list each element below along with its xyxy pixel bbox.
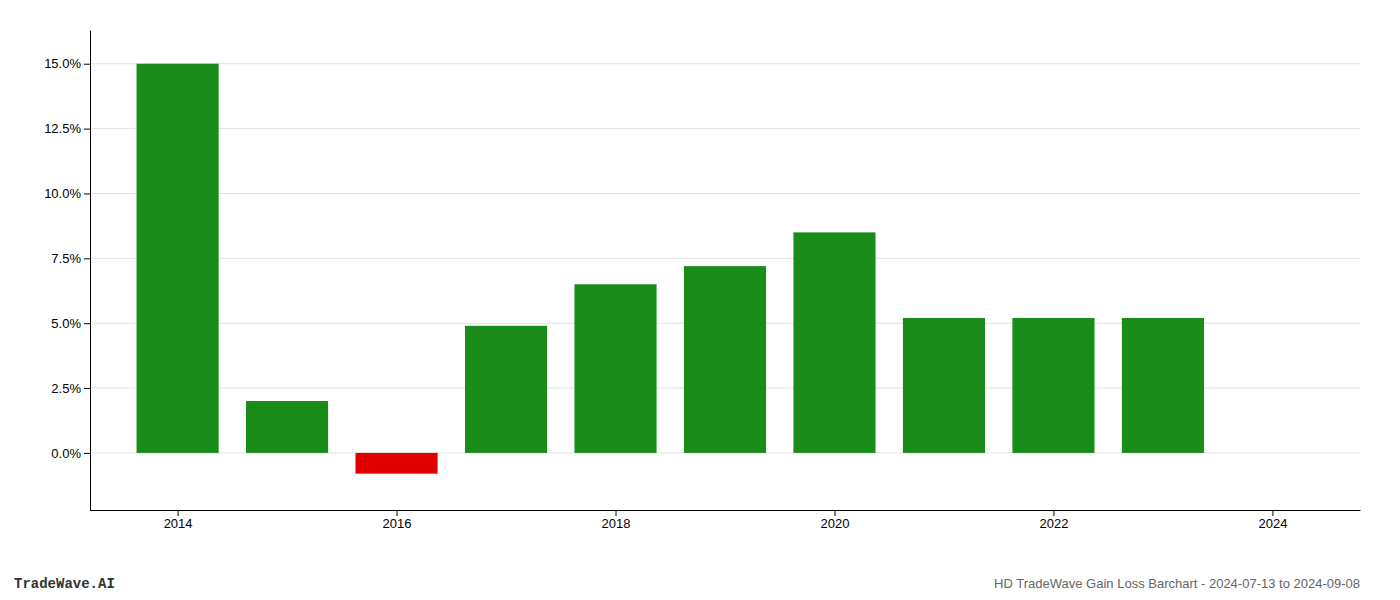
grid-line (90, 193, 1360, 194)
grid-line (90, 63, 1360, 64)
y-tick-mark (84, 129, 90, 130)
x-tick-label: 2020 (821, 516, 850, 531)
x-tick-mark (834, 510, 835, 516)
chart: 2014 2016 2018 2020 2022 2024 0.0% 2.5% 5.0% 7.5%… (0, 0, 1400, 600)
y-axis: 0.0% 2.5% 5.0% 7.5% 10.0% 12.5% 15.0% (44, 31, 90, 511)
x-tick-label: 2024 (1258, 516, 1287, 531)
grid-line (90, 128, 1360, 129)
y-tick-label: 7.5% (51, 251, 81, 266)
y-tick: 10.0% (44, 186, 90, 201)
y-tick: 12.5% (44, 121, 90, 136)
x-tick: 2014 (164, 510, 193, 531)
x-axis-line (91, 510, 1361, 511)
title: HD TradeWave Gain Loss Barchart - 2024-0… (994, 576, 1360, 591)
x-tick: 2020 (821, 510, 850, 531)
y-tick-label: 0.0% (51, 446, 81, 461)
y-tick-label: 10.0% (44, 186, 81, 201)
y-tick-mark (84, 453, 90, 454)
x-axis: 2014 2016 2018 2020 2022 2024 (91, 510, 1361, 531)
x-tick-label: 2022 (1039, 516, 1068, 531)
x-tick-mark (1272, 510, 1273, 516)
bar (137, 64, 219, 453)
y-tick: 15.0% (44, 56, 90, 71)
x-tick-mark (397, 510, 398, 516)
x-tick-label: 2016 (383, 516, 412, 531)
bar (793, 232, 875, 453)
x-tick-mark (178, 510, 179, 516)
y-tick-mark (84, 193, 90, 194)
x-tick-label: 2018 (602, 516, 631, 531)
bar (684, 266, 766, 453)
y-tick-label: 5.0% (51, 316, 81, 331)
y-tick-label: 2.5% (51, 381, 81, 396)
plot-area: 2014 2016 2018 2020 2022 2024 0.0% 2.5% 5.0% 7.5%… (44, 31, 1360, 532)
y-tick-label: 15.0% (44, 56, 81, 71)
bar (1122, 318, 1204, 453)
y-tick: 5.0% (51, 316, 90, 331)
x-tick: 2022 (1039, 510, 1068, 531)
grid-line (90, 258, 1360, 259)
y-tick: 7.5% (51, 251, 90, 266)
bar (1012, 318, 1094, 453)
x-tick-mark (616, 510, 617, 516)
x-tick: 2016 (383, 510, 412, 531)
x-tick-mark (1053, 510, 1054, 516)
bar (465, 326, 547, 453)
x-tick: 2024 (1258, 510, 1287, 531)
y-tick: 2.5% (51, 381, 90, 396)
y-tick-mark (84, 388, 90, 389)
y-axis-line (90, 31, 91, 511)
watermark: TradeWave.AI (14, 576, 115, 592)
grid (90, 64, 1360, 453)
y-tick-mark (84, 64, 90, 65)
y-tick-mark (84, 323, 90, 324)
bar (246, 401, 328, 453)
bar (355, 453, 437, 474)
y-tick-label: 12.5% (44, 121, 81, 136)
y-tick: 0.0% (51, 446, 90, 461)
x-tick-label: 2014 (164, 516, 193, 531)
bars (137, 64, 1204, 474)
y-tick-mark (84, 258, 90, 259)
bar (574, 284, 656, 453)
x-tick: 2018 (602, 510, 631, 531)
bar (903, 318, 985, 453)
